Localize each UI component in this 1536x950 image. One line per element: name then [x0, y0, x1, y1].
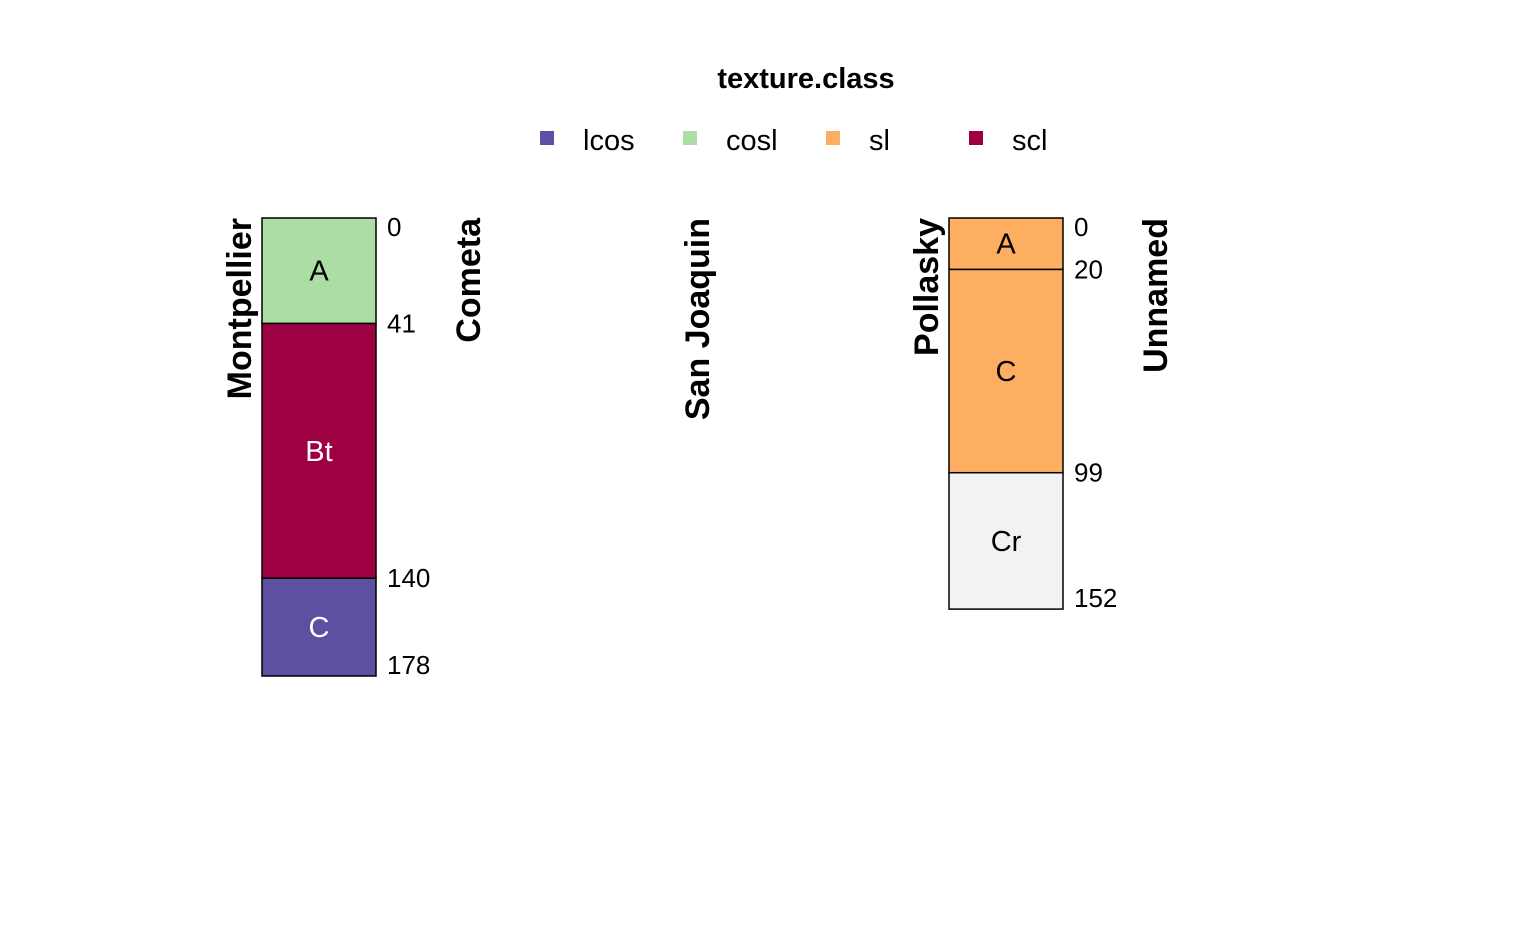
- profile-san-joaquin: San Joaquin: [679, 218, 717, 420]
- horizon-cr: [948, 471, 1064, 610]
- depth-label: 152: [1074, 583, 1117, 613]
- horizon-label: Cr: [991, 526, 1022, 558]
- legend-label-scl: scl: [1012, 125, 1047, 157]
- profile-montpellier: Montpellier A Bt C 0 41 140 178: [221, 212, 430, 680]
- horizon-bt: [261, 322, 377, 579]
- profile-name: Unnamed: [1137, 218, 1175, 373]
- legend-label-sl: sl: [869, 125, 890, 157]
- legend-entries: lcos cosl sl scl: [540, 125, 1047, 157]
- profile-name: Pollasky: [908, 218, 946, 356]
- depth-label: 20: [1074, 254, 1103, 284]
- depth-label: 178: [387, 650, 430, 680]
- horizon-a: [948, 217, 1064, 271]
- profile-cometa: Cometa: [450, 217, 488, 343]
- depth-label: 41: [387, 308, 416, 338]
- horizon-a: [261, 217, 377, 325]
- legend-swatch-lcos: [540, 131, 554, 145]
- legend-label-cosl: cosl: [726, 125, 778, 157]
- depth-label: 99: [1074, 458, 1103, 488]
- depth-label: 0: [387, 212, 401, 242]
- profile-pollasky: Pollasky A C Cr 0 20 99 152: [908, 212, 1117, 613]
- legend-label-lcos: lcos: [583, 125, 635, 157]
- depth-label: 0: [1074, 212, 1088, 242]
- legend-swatch-sl: [826, 131, 840, 145]
- horizon-label: C: [996, 356, 1017, 388]
- horizon-label: A: [309, 256, 329, 288]
- profile-unnamed: Unnamed: [1137, 218, 1175, 373]
- legend-swatch-scl: [969, 131, 983, 145]
- profile-name: Cometa: [450, 217, 488, 343]
- profile-name: Montpellier: [221, 218, 259, 399]
- profile-name: San Joaquin: [679, 218, 717, 420]
- horizon-label: Bt: [305, 436, 332, 468]
- profiles: Montpellier A Bt C 0 41 140 178 Cometa San Joaqui…: [221, 212, 1175, 680]
- horizon-c: [948, 268, 1064, 474]
- horizon-label: A: [996, 229, 1016, 261]
- legend: texture.class lcos cosl sl scl: [540, 63, 1047, 157]
- legend-title: texture.class: [717, 63, 894, 95]
- horizon-c: [261, 577, 377, 677]
- horizon-label: C: [309, 612, 330, 644]
- depth-label: 140: [387, 563, 430, 593]
- legend-swatch-cosl: [683, 131, 697, 145]
